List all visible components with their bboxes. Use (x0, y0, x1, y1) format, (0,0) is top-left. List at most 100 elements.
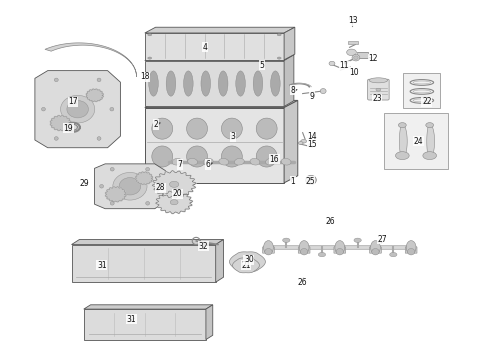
Ellipse shape (329, 61, 335, 66)
Ellipse shape (346, 49, 356, 55)
Text: 11: 11 (340, 62, 349, 71)
Text: 31: 31 (97, 261, 107, 270)
Polygon shape (145, 33, 284, 60)
Polygon shape (145, 55, 294, 60)
Bar (347, 41, 358, 44)
Ellipse shape (298, 141, 303, 144)
Ellipse shape (110, 107, 114, 111)
Ellipse shape (265, 248, 272, 255)
Text: 4: 4 (202, 43, 207, 52)
Ellipse shape (110, 202, 114, 205)
Ellipse shape (301, 139, 307, 143)
Ellipse shape (256, 146, 277, 167)
Ellipse shape (336, 248, 343, 255)
Ellipse shape (335, 240, 344, 254)
Ellipse shape (264, 240, 273, 254)
Text: 20: 20 (173, 189, 182, 198)
Polygon shape (72, 239, 223, 244)
Ellipse shape (97, 137, 101, 140)
Text: 5: 5 (260, 61, 265, 70)
Ellipse shape (243, 258, 252, 265)
FancyBboxPatch shape (368, 79, 389, 100)
Ellipse shape (245, 261, 249, 263)
Ellipse shape (99, 184, 103, 188)
Ellipse shape (354, 238, 361, 242)
Ellipse shape (148, 57, 152, 59)
Text: 24: 24 (414, 137, 423, 146)
Polygon shape (95, 164, 165, 209)
Text: 29: 29 (80, 179, 90, 188)
Text: 28: 28 (156, 183, 165, 192)
Ellipse shape (426, 123, 434, 128)
Ellipse shape (283, 238, 290, 242)
Ellipse shape (203, 158, 213, 165)
Ellipse shape (369, 78, 388, 83)
Ellipse shape (234, 158, 244, 165)
Ellipse shape (242, 263, 250, 268)
Polygon shape (145, 27, 295, 33)
Ellipse shape (320, 89, 326, 94)
Polygon shape (84, 309, 206, 339)
Ellipse shape (398, 123, 406, 128)
Ellipse shape (152, 146, 172, 167)
Text: 26: 26 (326, 217, 335, 226)
Polygon shape (35, 71, 121, 148)
Ellipse shape (219, 71, 228, 96)
Text: 6: 6 (206, 160, 211, 169)
Ellipse shape (390, 252, 397, 257)
Ellipse shape (61, 95, 95, 123)
Ellipse shape (300, 248, 308, 255)
Text: 23: 23 (372, 94, 382, 103)
Polygon shape (284, 27, 295, 60)
Ellipse shape (54, 137, 58, 140)
Text: 13: 13 (349, 16, 358, 25)
Text: 1: 1 (291, 176, 295, 185)
Ellipse shape (354, 56, 358, 59)
Ellipse shape (236, 71, 245, 96)
Ellipse shape (113, 172, 147, 200)
Polygon shape (206, 305, 213, 339)
Polygon shape (50, 116, 71, 131)
Ellipse shape (97, 78, 101, 82)
Ellipse shape (253, 71, 263, 96)
Ellipse shape (187, 146, 207, 167)
Ellipse shape (67, 100, 88, 118)
Ellipse shape (119, 177, 141, 195)
Ellipse shape (148, 34, 152, 36)
Polygon shape (72, 244, 216, 282)
Ellipse shape (146, 167, 149, 171)
FancyBboxPatch shape (384, 113, 448, 169)
Polygon shape (298, 244, 310, 253)
Polygon shape (399, 124, 407, 158)
Polygon shape (427, 124, 435, 158)
Ellipse shape (184, 71, 193, 96)
Ellipse shape (221, 146, 243, 167)
Ellipse shape (266, 158, 275, 165)
Ellipse shape (318, 252, 326, 257)
Ellipse shape (256, 118, 277, 139)
Text: 10: 10 (350, 68, 359, 77)
Text: 16: 16 (270, 155, 279, 164)
Text: 27: 27 (378, 235, 388, 244)
Ellipse shape (42, 107, 46, 111)
Ellipse shape (352, 54, 360, 61)
Polygon shape (284, 100, 298, 183)
Ellipse shape (277, 57, 281, 59)
Ellipse shape (172, 158, 182, 165)
Polygon shape (369, 244, 381, 253)
Ellipse shape (281, 158, 291, 165)
Text: 2: 2 (154, 120, 158, 129)
Ellipse shape (408, 248, 415, 255)
Text: 15: 15 (308, 140, 317, 149)
Text: 25: 25 (305, 176, 315, 185)
Ellipse shape (110, 167, 114, 171)
Ellipse shape (170, 200, 178, 205)
Polygon shape (145, 108, 284, 183)
Polygon shape (86, 89, 103, 102)
Ellipse shape (306, 175, 317, 185)
Ellipse shape (166, 71, 176, 96)
Polygon shape (45, 43, 137, 77)
Text: 7: 7 (177, 160, 182, 169)
Polygon shape (263, 244, 274, 253)
Polygon shape (405, 244, 417, 253)
